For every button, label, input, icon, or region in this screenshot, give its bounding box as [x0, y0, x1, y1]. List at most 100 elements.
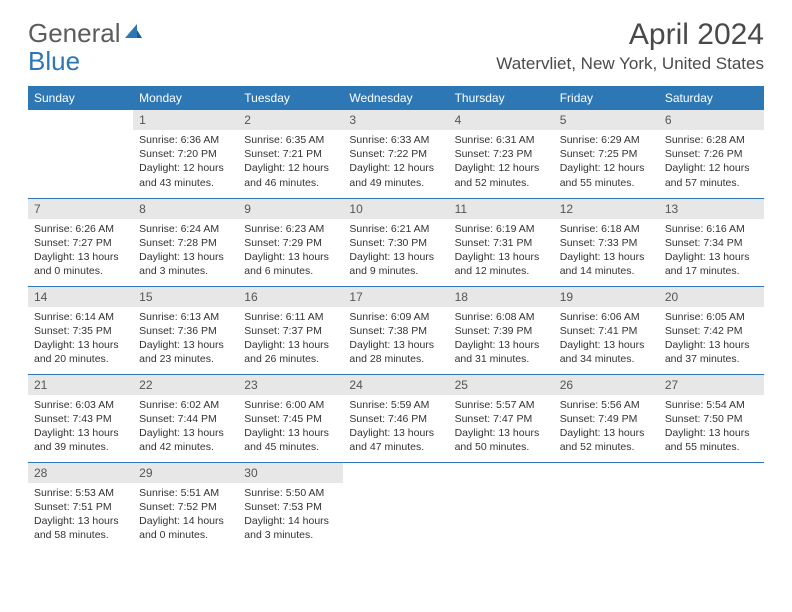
daylight-text: Daylight: 13 hours and 0 minutes.: [34, 250, 127, 278]
day-body: Sunrise: 5:50 AMSunset: 7:53 PMDaylight:…: [238, 483, 343, 549]
logo-text-general: General: [28, 18, 121, 49]
logo-sail-icon: [123, 18, 143, 49]
day-cell: 19Sunrise: 6:06 AMSunset: 7:41 PMDayligh…: [554, 286, 659, 374]
sunrise-text: Sunrise: 6:36 AM: [139, 133, 232, 147]
daylight-text: Daylight: 13 hours and 26 minutes.: [244, 338, 337, 366]
day-body: Sunrise: 5:57 AMSunset: 7:47 PMDaylight:…: [449, 395, 554, 461]
day-number: 30: [238, 463, 343, 483]
sunset-text: Sunset: 7:21 PM: [244, 147, 337, 161]
day-body: Sunrise: 5:53 AMSunset: 7:51 PMDaylight:…: [28, 483, 133, 549]
day-body: Sunrise: 6:18 AMSunset: 7:33 PMDaylight:…: [554, 219, 659, 285]
daylight-text: Daylight: 12 hours and 52 minutes.: [455, 161, 548, 189]
day-number: 2: [238, 110, 343, 130]
sunrise-text: Sunrise: 6:18 AM: [560, 222, 653, 236]
day-number: 21: [28, 375, 133, 395]
sunset-text: Sunset: 7:28 PM: [139, 236, 232, 250]
sunset-text: Sunset: 7:44 PM: [139, 412, 232, 426]
sunrise-text: Sunrise: 6:02 AM: [139, 398, 232, 412]
day-number: 8: [133, 199, 238, 219]
day-number: 27: [659, 375, 764, 395]
dayhead-sat: Saturday: [659, 86, 764, 110]
day-number: [449, 463, 554, 483]
sunset-text: Sunset: 7:53 PM: [244, 500, 337, 514]
daylight-text: Daylight: 12 hours and 57 minutes.: [665, 161, 758, 189]
daylight-text: Daylight: 13 hours and 20 minutes.: [34, 338, 127, 366]
sunrise-text: Sunrise: 6:08 AM: [455, 310, 548, 324]
daylight-text: Daylight: 13 hours and 23 minutes.: [139, 338, 232, 366]
day-body: Sunrise: 6:00 AMSunset: 7:45 PMDaylight:…: [238, 395, 343, 461]
dayhead-mon: Monday: [133, 86, 238, 110]
location: Watervliet, New York, United States: [496, 54, 764, 74]
day-body: Sunrise: 6:33 AMSunset: 7:22 PMDaylight:…: [343, 130, 448, 196]
day-cell: [28, 110, 133, 198]
day-cell: 7Sunrise: 6:26 AMSunset: 7:27 PMDaylight…: [28, 198, 133, 286]
day-number: 16: [238, 287, 343, 307]
sunset-text: Sunset: 7:46 PM: [349, 412, 442, 426]
day-cell: 12Sunrise: 6:18 AMSunset: 7:33 PMDayligh…: [554, 198, 659, 286]
daylight-text: Daylight: 13 hours and 14 minutes.: [560, 250, 653, 278]
daylight-text: Daylight: 13 hours and 34 minutes.: [560, 338, 653, 366]
day-body: Sunrise: 5:56 AMSunset: 7:49 PMDaylight:…: [554, 395, 659, 461]
sunrise-text: Sunrise: 5:51 AM: [139, 486, 232, 500]
sunset-text: Sunset: 7:23 PM: [455, 147, 548, 161]
day-number: 10: [343, 199, 448, 219]
sunset-text: Sunset: 7:41 PM: [560, 324, 653, 338]
day-body: Sunrise: 6:35 AMSunset: 7:21 PMDaylight:…: [238, 130, 343, 196]
sunset-text: Sunset: 7:37 PM: [244, 324, 337, 338]
day-cell: 22Sunrise: 6:02 AMSunset: 7:44 PMDayligh…: [133, 374, 238, 462]
sunset-text: Sunset: 7:45 PM: [244, 412, 337, 426]
logo-text-blue: Blue: [28, 46, 80, 77]
dayhead-tue: Tuesday: [238, 86, 343, 110]
day-body: Sunrise: 6:31 AMSunset: 7:23 PMDaylight:…: [449, 130, 554, 196]
day-cell: 30Sunrise: 5:50 AMSunset: 7:53 PMDayligh…: [238, 462, 343, 550]
daylight-text: Daylight: 12 hours and 49 minutes.: [349, 161, 442, 189]
day-number: 3: [343, 110, 448, 130]
daylight-text: Daylight: 12 hours and 46 minutes.: [244, 161, 337, 189]
day-number: 29: [133, 463, 238, 483]
sunrise-text: Sunrise: 5:57 AM: [455, 398, 548, 412]
day-body: Sunrise: 6:28 AMSunset: 7:26 PMDaylight:…: [659, 130, 764, 196]
sunset-text: Sunset: 7:43 PM: [34, 412, 127, 426]
daylight-text: Daylight: 13 hours and 52 minutes.: [560, 426, 653, 454]
sunrise-text: Sunrise: 5:50 AM: [244, 486, 337, 500]
sunrise-text: Sunrise: 6:21 AM: [349, 222, 442, 236]
header: General April 2024 Watervliet, New York,…: [0, 0, 792, 78]
daylight-text: Daylight: 13 hours and 17 minutes.: [665, 250, 758, 278]
day-number: [554, 463, 659, 483]
sunset-text: Sunset: 7:20 PM: [139, 147, 232, 161]
daylight-text: Daylight: 13 hours and 45 minutes.: [244, 426, 337, 454]
day-cell: 10Sunrise: 6:21 AMSunset: 7:30 PMDayligh…: [343, 198, 448, 286]
day-cell: 16Sunrise: 6:11 AMSunset: 7:37 PMDayligh…: [238, 286, 343, 374]
day-number: [343, 463, 448, 483]
sunset-text: Sunset: 7:34 PM: [665, 236, 758, 250]
day-body: Sunrise: 6:26 AMSunset: 7:27 PMDaylight:…: [28, 219, 133, 285]
day-cell: 21Sunrise: 6:03 AMSunset: 7:43 PMDayligh…: [28, 374, 133, 462]
daylight-text: Daylight: 13 hours and 39 minutes.: [34, 426, 127, 454]
day-number: [28, 110, 133, 130]
day-cell: 9Sunrise: 6:23 AMSunset: 7:29 PMDaylight…: [238, 198, 343, 286]
sunrise-text: Sunrise: 6:24 AM: [139, 222, 232, 236]
day-body: Sunrise: 6:05 AMSunset: 7:42 PMDaylight:…: [659, 307, 764, 373]
day-body: Sunrise: 6:13 AMSunset: 7:36 PMDaylight:…: [133, 307, 238, 373]
day-number: 17: [343, 287, 448, 307]
dayhead-wed: Wednesday: [343, 86, 448, 110]
daylight-text: Daylight: 13 hours and 28 minutes.: [349, 338, 442, 366]
day-number: 18: [449, 287, 554, 307]
day-body: Sunrise: 5:51 AMSunset: 7:52 PMDaylight:…: [133, 483, 238, 549]
day-cell: 4Sunrise: 6:31 AMSunset: 7:23 PMDaylight…: [449, 110, 554, 198]
sunset-text: Sunset: 7:26 PM: [665, 147, 758, 161]
day-body: Sunrise: 6:08 AMSunset: 7:39 PMDaylight:…: [449, 307, 554, 373]
sunset-text: Sunset: 7:52 PM: [139, 500, 232, 514]
day-body: Sunrise: 6:36 AMSunset: 7:20 PMDaylight:…: [133, 130, 238, 196]
day-cell: 29Sunrise: 5:51 AMSunset: 7:52 PMDayligh…: [133, 462, 238, 550]
sunrise-text: Sunrise: 6:33 AM: [349, 133, 442, 147]
day-cell: 28Sunrise: 5:53 AMSunset: 7:51 PMDayligh…: [28, 462, 133, 550]
day-body: Sunrise: 6:03 AMSunset: 7:43 PMDaylight:…: [28, 395, 133, 461]
sunrise-text: Sunrise: 6:35 AM: [244, 133, 337, 147]
day-body: Sunrise: 6:16 AMSunset: 7:34 PMDaylight:…: [659, 219, 764, 285]
day-number: 12: [554, 199, 659, 219]
title-block: April 2024 Watervliet, New York, United …: [496, 18, 764, 74]
day-number: 4: [449, 110, 554, 130]
sunset-text: Sunset: 7:39 PM: [455, 324, 548, 338]
day-cell: 17Sunrise: 6:09 AMSunset: 7:38 PMDayligh…: [343, 286, 448, 374]
